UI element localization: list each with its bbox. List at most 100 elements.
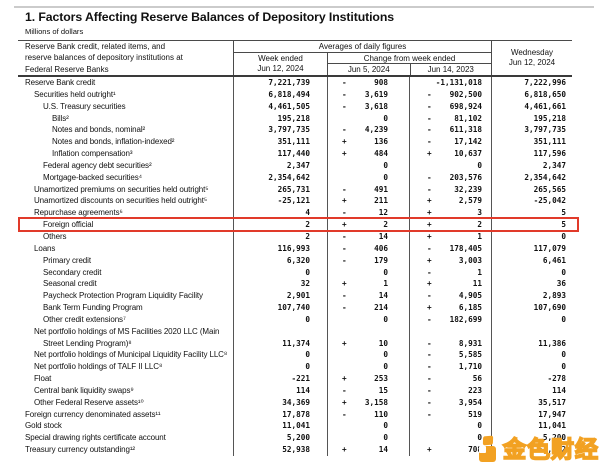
change-value: 3,619 (364, 89, 388, 99)
change-sign: - (427, 350, 432, 360)
cell-wednesday: 11,041 (491, 420, 572, 433)
row-label: Gold stock (25, 421, 62, 431)
change-sign: + (342, 445, 347, 455)
cell-wednesday (491, 325, 572, 338)
cell-change-jun14: - 8,931 (409, 337, 491, 350)
change-value: 81,102 (454, 113, 482, 123)
row-label: Inflation compensation³ (52, 149, 133, 159)
cell-change-jun5: - 214 (327, 302, 409, 314)
change-value: 491 (374, 184, 388, 194)
row-label: Loans (34, 243, 56, 253)
header-row-label: Reserve Bank credit, related items, and … (18, 41, 233, 75)
cell-change-jun14: - 1,710 (409, 361, 491, 374)
row-label: Other credit extensions⁷ (43, 314, 126, 324)
table-row: Unamortized discounts on securities held… (18, 195, 572, 208)
change-sign: - (342, 291, 347, 301)
cell-change-jun5: 0 (327, 159, 409, 172)
cell-week-ended: 0 (233, 349, 327, 362)
cell-wednesday: 2,354,642 (491, 171, 572, 184)
header-wednesday: Wednesday Jun 12, 2024 (491, 41, 572, 75)
cell-week-ended: 34,369 (233, 396, 327, 409)
change-value: 110 (374, 409, 388, 419)
row-label: Securities held outright¹ (34, 89, 116, 99)
change-value: 8,931 (458, 338, 482, 348)
cell-week-ended: 52,938 (233, 444, 327, 456)
change-sign: - (427, 172, 432, 182)
row-label: Paycheck Protection Program Liquidity Fa… (43, 291, 203, 301)
change-value: 2 (477, 220, 482, 230)
cell-wednesday: -278 (491, 373, 572, 385)
change-sign: + (427, 255, 432, 265)
cell-change-jun14: +2 (409, 219, 491, 231)
table-row: Seasonal credit 32 +1 +11 36 (18, 278, 572, 291)
change-value: 0 (477, 160, 482, 170)
change-value: 253 (374, 374, 388, 384)
table-row: Net portfolio holdings of TALF II LLC⁸ 0… (18, 361, 572, 374)
row-label: Foreign currency denominated assets¹¹ (25, 409, 161, 419)
cell-change-jun5: +14 (327, 444, 409, 456)
cell-wednesday: 2,893 (491, 290, 572, 303)
cell-change-jun14: - 4,905 (409, 290, 491, 303)
cell-change-jun5: - 908 (327, 77, 409, 89)
cell-week-ended: 11,374 (233, 337, 327, 350)
change-sign: - (342, 231, 347, 241)
row-label: Notes and bonds, nominal² (52, 125, 146, 135)
change-value: -1,131,018 (435, 78, 482, 87)
change-value: 3,618 (364, 101, 388, 111)
cell-week-ended: 0 (233, 266, 327, 279)
change-sign: - (427, 125, 432, 135)
change-value: 223 (468, 385, 482, 395)
change-value: 10,637 (454, 149, 482, 159)
change-value: 214 (374, 303, 388, 313)
table-row: Primary credit 6,320 - 179 +3,003 6,461 (18, 254, 572, 267)
row-label: Special drawing rights certificate accou… (25, 433, 166, 443)
cell-change-jun14: - 519 (409, 408, 491, 421)
cell-week-ended: 3,797,735 (233, 124, 327, 137)
cell-week-ended: 6,320 (233, 254, 327, 267)
cell-week-ended: 2,354,642 (233, 171, 327, 184)
header-change-col2: Jun 14, 2023 (409, 64, 492, 75)
row-label: Primary credit (43, 255, 91, 265)
row-label: Net portfolio holdings of MS Facilities … (34, 326, 220, 336)
row-label: Float (34, 374, 52, 384)
change-value: 182,699 (449, 314, 482, 324)
table-row: Central bank liquidity swaps⁹ 114 - 15 - 2… (18, 384, 572, 397)
change-sign: + (342, 137, 347, 147)
change-sign: - (342, 89, 347, 99)
header-wednesday-line2: Jun 12, 2024 (508, 58, 556, 67)
change-sign: - (342, 255, 347, 265)
cell-week-ended: -25,121 (233, 195, 327, 208)
cell-change-jun5: +10 (327, 337, 409, 350)
change-value: 4,239 (364, 125, 388, 135)
cell-wednesday: 11,386 (491, 337, 572, 350)
cell-change-jun14: -1 (409, 266, 491, 279)
table-row: Inflation compensation³ 117,440 +484 +10… (18, 148, 572, 160)
row-label: Other Federal Reserve assets¹⁰ (34, 397, 144, 407)
change-sign: - (427, 409, 432, 419)
cell-change-jun5: +1 (327, 278, 409, 291)
change-sign: + (342, 220, 347, 230)
cell-wednesday: 351,111 (491, 136, 572, 149)
cell-change-jun5: +211 (327, 195, 409, 208)
cell-wednesday: 6,818,650 (491, 88, 572, 101)
table-row: Reserve Bank credit 7,221,739 - 908 -1,13… (18, 77, 572, 89)
cell-week-ended: 117,440 (233, 148, 327, 160)
cell-wednesday: 117,596 (491, 148, 572, 160)
cell-wednesday: 5 (491, 219, 572, 231)
change-sign: - (342, 243, 347, 253)
cell-wednesday: 195,218 (491, 112, 572, 125)
row-label: U.S. Treasury securities (43, 101, 126, 111)
row-label: Unamortized discounts on securities held… (34, 196, 208, 206)
change-sign: + (342, 397, 347, 407)
cell-change-jun14: -1,131,018 (409, 77, 491, 89)
row-label: Federal agency debt securities² (43, 160, 152, 170)
header-week-ended-line1: Week ended (258, 53, 303, 63)
cell-week-ended: 116,993 (233, 242, 327, 255)
cell-change-jun14: - 17,142 (409, 136, 491, 149)
cell-wednesday: 114 (491, 384, 572, 397)
cell-wednesday: 117,079 (491, 242, 572, 255)
cell-change-jun5: - 12 (327, 207, 409, 220)
cell-change-jun5: - 110 (327, 408, 409, 421)
change-value: 14 (378, 231, 388, 241)
